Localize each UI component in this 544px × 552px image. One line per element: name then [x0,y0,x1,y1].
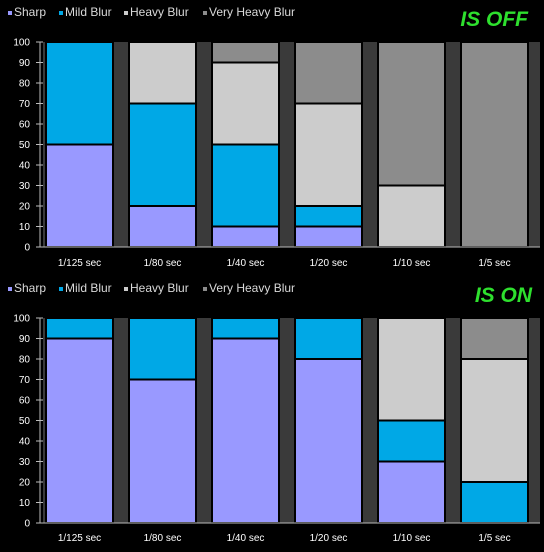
legend-marker-heavy-blur [124,287,128,291]
bar-segment-sharp [45,337,114,524]
bar-segment-sharp [294,358,363,524]
x-category-label: 1/40 sec [227,533,265,544]
bar-segment-mild-blur [460,481,529,524]
y-tick-label: 40 [19,437,31,448]
y-tick-label: 20 [19,478,31,489]
legend: Sharp Mild Blur Heavy Blur Very Heavy Blur [8,5,295,19]
y-tick-label: 10 [19,498,31,509]
chart-panel-1: Sharp Mild Blur Heavy Blur Very Heavy Blur I… [8,5,540,269]
y-tick-label: 0 [24,243,30,254]
x-category-label: 1/5 sec [478,258,510,269]
y-tick-label: 70 [19,99,31,110]
bar-segment-sharp [294,225,363,248]
x-category-label: 1/20 sec [310,258,348,269]
bar-segment-very-heavy-blur [211,41,280,64]
x-category-label: 1/80 sec [144,533,182,544]
x-category-label: 1/10 sec [393,258,431,269]
legend-label-mild-blur: Mild Blur [65,5,112,19]
y-tick-label: 50 [19,416,31,427]
legend-label-heavy-blur: Heavy Blur [130,281,189,295]
bar-segment-mild-blur [294,205,363,228]
y-tick-label: 40 [19,161,31,172]
legend-marker-sharp [8,287,12,291]
y-tick-label: 80 [19,79,31,90]
legend-label-mild-blur: Mild Blur [65,281,112,295]
bar-segment-very-heavy-blur [377,41,446,187]
bar-segment-sharp [211,225,280,248]
bar-segment-mild-blur [211,317,280,340]
chart-title: IS ON [475,284,533,307]
legend-marker-sharp [8,11,12,15]
x-category-label: 1/40 sec [227,258,265,269]
y-tick-label: 30 [19,181,31,192]
y-tick-label: 90 [19,58,31,69]
bar-segment-mild-blur [128,317,197,381]
x-category-label: 1/5 sec [478,533,510,544]
bar-segment-mild-blur [377,419,446,463]
y-tick-label: 80 [19,355,31,366]
chart-title: IS OFF [460,8,529,31]
bar-segment-very-heavy-blur [460,41,529,248]
x-category-label: 1/20 sec [310,533,348,544]
y-tick-label: 20 [19,202,31,213]
legend: Sharp Mild Blur Heavy Blur Very Heavy Blur [8,281,295,295]
legend-label-very-heavy-blur: Very Heavy Blur [209,281,295,295]
bar-segment-heavy-blur [211,61,280,146]
legend-label-sharp: Sharp [14,281,46,295]
bar-segment-mild-blur [211,143,280,228]
bar-segment-mild-blur [128,102,197,207]
bar-segment-mild-blur [294,317,363,360]
bar-segment-heavy-blur [377,184,446,248]
legend-label-heavy-blur: Heavy Blur [130,5,189,19]
bar-segment-sharp [128,205,197,248]
plot-area [43,318,540,523]
y-tick-label: 70 [19,375,31,386]
legend-marker-heavy-blur [124,11,128,15]
x-category-label: 1/125 sec [58,258,101,269]
bar-segment-sharp [211,337,280,524]
bar-segment-heavy-blur [294,102,363,207]
legend-marker-mild-blur [59,287,63,291]
bar-segment-very-heavy-blur [460,317,529,360]
y-tick-label: 50 [19,140,31,151]
y-tick-label: 0 [24,519,30,530]
y-tick-label: 10 [19,222,31,233]
x-category-label: 1/125 sec [58,533,101,544]
legend-marker-mild-blur [59,11,63,15]
x-category-label: 1/10 sec [393,533,431,544]
bar-segment-mild-blur [45,317,114,340]
plot-area [43,42,540,247]
x-category-label: 1/80 sec [144,258,182,269]
y-tick-label: 90 [19,334,31,345]
y-tick-label: 100 [13,314,30,325]
bar-segment-very-heavy-blur [294,41,363,105]
bar-segment-heavy-blur [128,41,197,105]
y-tick-label: 60 [19,120,31,131]
legend-marker-very-heavy-blur [203,287,207,291]
y-tick-label: 100 [13,38,30,49]
bar-segment-heavy-blur [377,317,446,422]
y-tick-label: 30 [19,457,31,468]
legend-label-sharp: Sharp [14,5,46,19]
bar-segment-sharp [377,460,446,524]
bar-segment-sharp [45,143,114,248]
bar-segment-heavy-blur [460,358,529,483]
bar-segment-mild-blur [45,41,114,146]
legend-label-very-heavy-blur: Very Heavy Blur [209,5,295,19]
chart-panel-2: Sharp Mild Blur Heavy Blur Very Heavy Blur I… [8,281,540,544]
y-tick-label: 60 [19,396,31,407]
legend-marker-very-heavy-blur [203,11,207,15]
bar-segment-sharp [128,378,197,524]
